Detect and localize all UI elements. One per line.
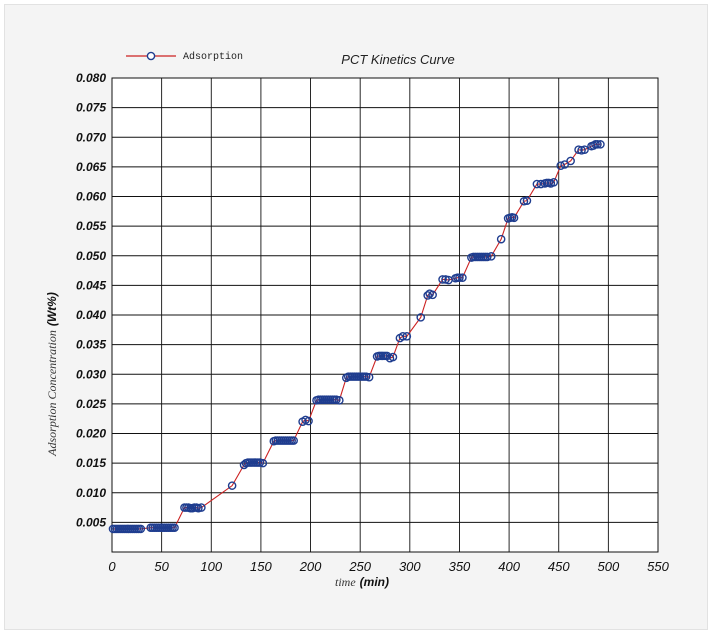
series-adsorption [108, 140, 605, 534]
x-tick-label: 350 [449, 559, 471, 574]
data-point [593, 140, 602, 149]
y-ticks: 0.005 0.010 0.015 0.020 0.025 0.030 0.035 0.040… [76, 71, 106, 529]
x-axis-label: time (min) [335, 575, 389, 589]
data-point [532, 179, 542, 189]
data-point [398, 332, 408, 341]
data-point [416, 313, 426, 322]
data-point [596, 140, 605, 149]
y-tick-label: 0.045 [76, 278, 106, 292]
data-point [580, 145, 589, 154]
data-point [486, 252, 496, 261]
y-tick-label: 0.040 [76, 308, 106, 322]
y-tick-label: 0.020 [76, 427, 106, 441]
data-point [289, 436, 298, 445]
grid [111, 77, 659, 553]
y-tick-label: 0.010 [76, 486, 106, 500]
data-point [522, 196, 532, 205]
data-point [197, 503, 206, 512]
x-tick-label: 100 [200, 559, 222, 574]
data-point [536, 179, 546, 189]
x-tick-label: 300 [399, 559, 421, 574]
y-tick-label: 0.025 [76, 397, 106, 411]
x-tick-label: 450 [548, 559, 570, 574]
y-tick-label: 0.030 [76, 367, 106, 381]
x-tick-label: 400 [498, 559, 520, 574]
y-tick-label: 0.075 [76, 101, 106, 115]
y-axis-label-unit: (Wt%) [45, 292, 59, 326]
legend-label: Adsorption [183, 51, 243, 63]
y-tick-label: 0.035 [76, 338, 106, 352]
data-point [458, 273, 467, 282]
x-tick-label: 250 [348, 559, 371, 574]
data-point [335, 396, 344, 405]
x-tick-label: 150 [250, 559, 272, 574]
data-point [227, 481, 237, 490]
y-tick-label: 0.070 [76, 130, 106, 144]
x-axis-label-text: time [335, 575, 356, 589]
data-point [136, 524, 146, 534]
x-tick-label: 200 [299, 559, 322, 574]
x-tick-label: 50 [154, 559, 169, 574]
y-tick-label: 0.080 [76, 71, 106, 85]
data-point [304, 416, 313, 426]
data-point [388, 352, 398, 362]
data-point [455, 273, 464, 282]
y-tick-label: 0.015 [76, 456, 106, 470]
x-tick-label: 500 [598, 559, 620, 574]
y-tick-label: 0.065 [76, 160, 106, 174]
y-tick-label: 0.050 [76, 249, 106, 263]
data-point [549, 177, 559, 187]
x-tick-label: 550 [647, 559, 669, 574]
x-axis-label-unit: (min) [360, 575, 389, 589]
data-point [556, 161, 566, 170]
data-point [402, 332, 412, 341]
data-point [428, 290, 437, 300]
y-tick-label: 0.005 [76, 515, 106, 529]
x-tick-label: 0 [108, 559, 116, 574]
data-point [364, 372, 374, 382]
x-ticks: 0 50 100 150 200 250 300 350 400 450 500 550 [108, 559, 669, 574]
data-point [438, 275, 447, 284]
y-axis-label-text: Adsorption Concentration [45, 330, 59, 457]
data-point [258, 458, 268, 468]
data-point [509, 213, 519, 223]
y-tick-label: 0.060 [76, 190, 106, 204]
y-axis-label: Adsorption Concentration (Wt%) [45, 292, 59, 457]
legend: Adsorption [126, 51, 243, 63]
data-point [482, 252, 492, 262]
data-point [423, 291, 432, 300]
y-tick-label: 0.055 [76, 219, 106, 233]
chart-title: PCT Kinetics Curve [341, 52, 454, 67]
data-point [496, 234, 506, 244]
legend-marker [146, 51, 156, 61]
data-point [566, 156, 575, 166]
data-point [170, 523, 179, 533]
